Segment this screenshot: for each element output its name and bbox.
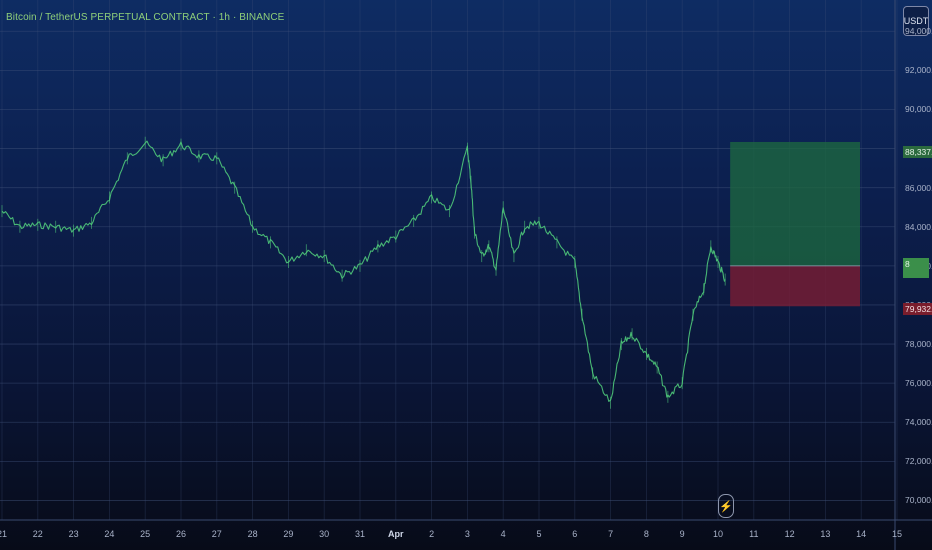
time-tick-label: 21 — [0, 529, 8, 539]
time-tick-label: 23 — [68, 529, 79, 539]
price-tick-label: 74,000.0 — [905, 417, 932, 428]
take-profit-price-tag: 88,337.2 — [903, 146, 932, 158]
time-tick-label: 24 — [104, 529, 115, 539]
symbol-title: Bitcoin / TetherUS PERPETUAL CONTRACT · … — [6, 12, 285, 23]
time-tick-label: 6 — [572, 529, 578, 539]
price-tick-label: 78,000.0 — [905, 339, 932, 350]
time-tick-label: 22 — [32, 529, 43, 539]
price-tick-label: 92,000.0 — [905, 65, 932, 76]
time-tick-label: 31 — [354, 529, 366, 539]
time-tick-label: 27 — [211, 529, 222, 539]
time-tick-label: 28 — [247, 529, 258, 539]
time-tick-label: 5 — [536, 529, 542, 539]
time-tick-label: 25 — [140, 529, 151, 539]
price-tick-label: 94,000.0 — [905, 26, 932, 37]
time-tick-label: 7 — [608, 529, 614, 539]
price-series-line — [1, 140, 726, 402]
time-tick-label: 26 — [175, 529, 187, 539]
time-tick-label: Apr — [388, 529, 404, 539]
time-tick-label: 29 — [283, 529, 294, 539]
price-tick-label: 86,000.0 — [905, 182, 932, 193]
time-tick-label: 13 — [820, 529, 831, 539]
stop-loss-price-tag: 79,932.9 — [903, 303, 932, 315]
time-tick-label: 2 — [429, 529, 435, 539]
lightning-icon[interactable]: ⚡ — [718, 494, 734, 518]
price-tick-label: 72,000.0 — [905, 456, 932, 467]
price-tick-label: 70,000.0 — [905, 495, 932, 506]
time-tick-label: 11 — [749, 529, 759, 539]
price-tick-label: 90,000.0 — [905, 104, 932, 115]
time-tick-label: 3 — [464, 529, 470, 539]
currency-button[interactable]: USDT — [903, 6, 929, 36]
stop-loss-zone — [730, 265, 860, 307]
time-tick-label: 4 — [500, 529, 506, 539]
current-price-tag: 8 — [903, 258, 929, 278]
time-tick-label: 15 — [891, 529, 903, 539]
price-tick-label: 76,000.0 — [905, 378, 932, 389]
time-tick-label: 30 — [319, 529, 330, 539]
time-tick-label: 8 — [643, 529, 649, 539]
time-tick-label: 14 — [856, 529, 867, 539]
time-tick-label: 9 — [679, 529, 685, 539]
take-profit-zone — [730, 141, 860, 266]
price-tick-label: 84,000.0 — [905, 221, 932, 232]
time-tick-label: 10 — [712, 529, 724, 539]
time-tick-label: 12 — [784, 529, 795, 539]
